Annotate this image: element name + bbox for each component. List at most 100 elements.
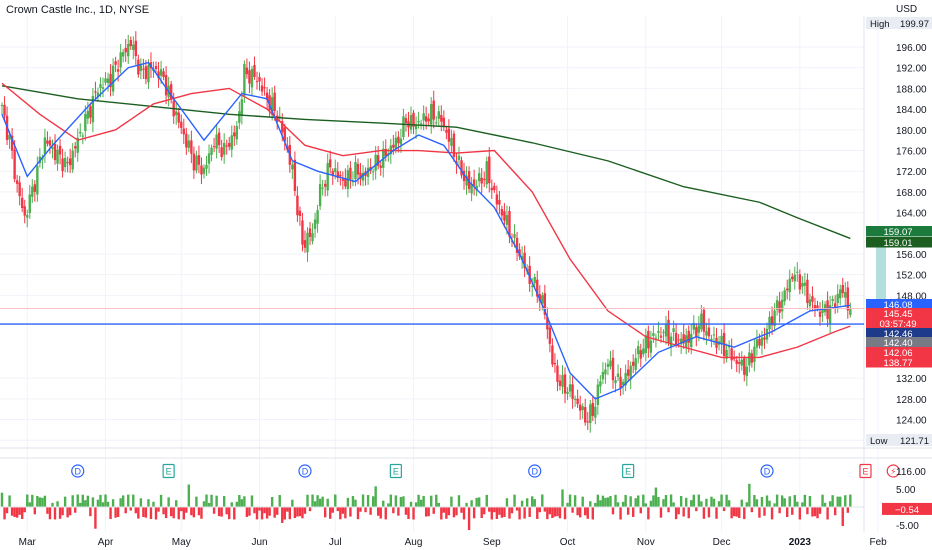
price-badge-low bbox=[866, 434, 932, 446]
candle-body bbox=[770, 316, 774, 326]
candle-body bbox=[586, 421, 589, 423]
volume-bar bbox=[351, 495, 355, 507]
volume-bar bbox=[48, 507, 52, 520]
candle-body bbox=[695, 327, 698, 337]
candle-body bbox=[243, 64, 246, 96]
candle-body bbox=[833, 303, 837, 308]
candle-body bbox=[344, 178, 347, 187]
candle-body bbox=[609, 360, 612, 367]
candle-body bbox=[26, 215, 29, 218]
volume-bar bbox=[695, 507, 698, 512]
volume-bar bbox=[702, 507, 706, 519]
volume-bar bbox=[599, 500, 602, 507]
candle-body bbox=[727, 345, 731, 348]
dividend-event-label: D bbox=[74, 467, 81, 477]
candle-body bbox=[498, 200, 501, 205]
candle-body bbox=[637, 346, 640, 355]
volume-bar bbox=[750, 507, 754, 513]
volume-bar bbox=[207, 502, 211, 507]
volume-bar bbox=[634, 498, 637, 507]
volume-bar bbox=[578, 507, 582, 518]
candle-body bbox=[546, 316, 549, 330]
price-tick-label: 164.00 bbox=[896, 209, 927, 220]
volume-bar bbox=[806, 507, 809, 515]
candle-body bbox=[475, 185, 478, 191]
candle-body bbox=[788, 278, 791, 293]
volume-bar bbox=[222, 495, 226, 507]
candle-body bbox=[192, 153, 196, 171]
volume-bar bbox=[495, 507, 499, 520]
volume-bar bbox=[457, 495, 461, 507]
candle-body bbox=[18, 182, 21, 197]
candle-body bbox=[313, 219, 317, 229]
candle-body bbox=[233, 132, 236, 137]
volume-bar bbox=[727, 500, 731, 507]
time-tick-label: Mar bbox=[19, 537, 37, 548]
volume-bar bbox=[548, 507, 552, 515]
volume-bar bbox=[119, 498, 122, 507]
volume-bar bbox=[626, 507, 630, 515]
volume-bar bbox=[770, 507, 774, 520]
candle-body bbox=[669, 336, 673, 348]
candle-body bbox=[23, 206, 26, 216]
candle-body bbox=[589, 404, 592, 424]
candle-body bbox=[169, 84, 173, 100]
volume-bar bbox=[228, 507, 231, 520]
volume-bar bbox=[604, 497, 607, 507]
volume-bar bbox=[243, 496, 246, 507]
candle-body bbox=[341, 179, 345, 181]
volume-bar bbox=[58, 507, 62, 519]
candle-body bbox=[536, 279, 539, 297]
ma-fast-line bbox=[1, 61, 851, 400]
candle-body bbox=[702, 309, 706, 332]
volume-bar bbox=[483, 507, 486, 515]
candle-body bbox=[758, 338, 761, 346]
candle-body bbox=[831, 299, 834, 301]
volume-bar bbox=[303, 507, 307, 514]
volume-bar bbox=[558, 507, 562, 519]
volume-bar bbox=[637, 495, 640, 507]
candle-body bbox=[210, 147, 213, 155]
volume-bar bbox=[301, 507, 304, 519]
volume-bar bbox=[159, 494, 163, 507]
time-tick-label: Nov bbox=[637, 537, 655, 548]
candle-body bbox=[755, 339, 759, 348]
volume-bar bbox=[185, 507, 188, 513]
candle-body bbox=[46, 140, 49, 144]
candle-body bbox=[568, 384, 572, 392]
candle-body bbox=[268, 95, 271, 111]
volume-bar bbox=[382, 500, 385, 507]
volume-bar bbox=[195, 496, 198, 507]
split-event-label: ⚡ bbox=[890, 467, 896, 477]
volume-bar bbox=[687, 507, 690, 519]
volume-bar bbox=[109, 507, 112, 519]
volume-bar bbox=[556, 507, 559, 517]
volume-bar bbox=[220, 507, 223, 517]
price-tick-label: 128.00 bbox=[896, 395, 927, 406]
volume-bar bbox=[8, 495, 11, 507]
volume-bar bbox=[685, 497, 688, 507]
volume-bar bbox=[659, 507, 663, 518]
candle-body bbox=[238, 111, 241, 123]
volume-bar bbox=[334, 494, 337, 507]
candle-body bbox=[710, 338, 713, 340]
volume-bar bbox=[452, 507, 456, 518]
candle-body bbox=[674, 332, 678, 344]
candle-body bbox=[849, 308, 852, 315]
candle-body bbox=[563, 374, 567, 394]
volume-bar bbox=[601, 495, 605, 507]
volume-bar bbox=[349, 507, 352, 517]
volume-bar bbox=[240, 499, 244, 507]
volume-bar bbox=[447, 507, 451, 516]
dividend-event-icon bbox=[760, 464, 774, 478]
candle-body bbox=[591, 402, 594, 416]
candle-body bbox=[185, 133, 188, 148]
volume-bar bbox=[586, 507, 589, 519]
volume-bar bbox=[149, 507, 153, 519]
price-badge-value: 145.45 bbox=[883, 309, 912, 320]
volume-bar bbox=[124, 507, 127, 514]
candle-body bbox=[601, 371, 605, 380]
candle-body bbox=[202, 167, 206, 174]
